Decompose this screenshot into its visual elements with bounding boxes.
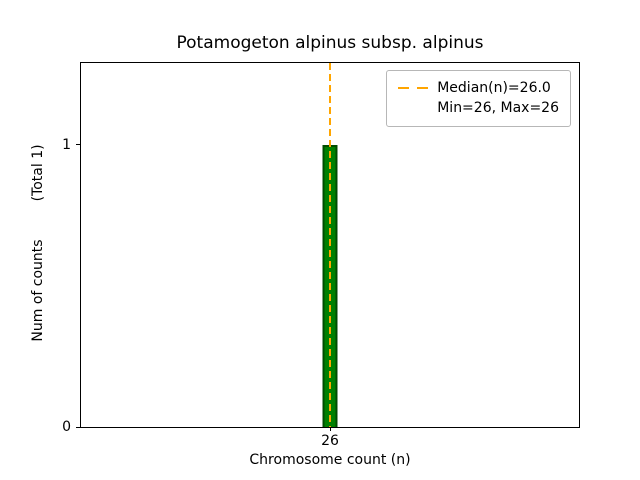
legend-sample-spacer [398,107,428,109]
plot-area: 26 0 1 Median(n)=26.0 Min=26, Max=26 [62,62,580,449]
y-axis-total-label: (Total 1) [30,144,46,202]
legend: Median(n)=26.0 Min=26, Max=26 [386,70,571,127]
y-tick-mark [76,426,81,428]
y-tick-label: 0 [62,419,71,435]
y-tick-mark [76,144,81,146]
y-axis-label: Num of counts [30,239,46,342]
legend-row-minmax: Min=26, Max=26 [398,98,559,118]
x-tick-label: 26 [321,433,339,449]
x-axis-label: Chromosome count (n) [249,452,411,468]
dashed-line-sample-icon [398,87,429,90]
legend-label-minmax: Min=26, Max=26 [437,100,559,117]
x-tick-mark [330,427,331,431]
y-axis-label-group: Num of counts (Total 1) [30,144,46,341]
y-tick-label: 1 [62,136,71,153]
legend-row-median: Median(n)=26.0 [398,78,559,98]
median-line [329,63,331,427]
chart-title: Potamogeton alpinus subsp. alpinus [176,33,484,53]
legend-label-median: Median(n)=26.0 [437,80,551,96]
